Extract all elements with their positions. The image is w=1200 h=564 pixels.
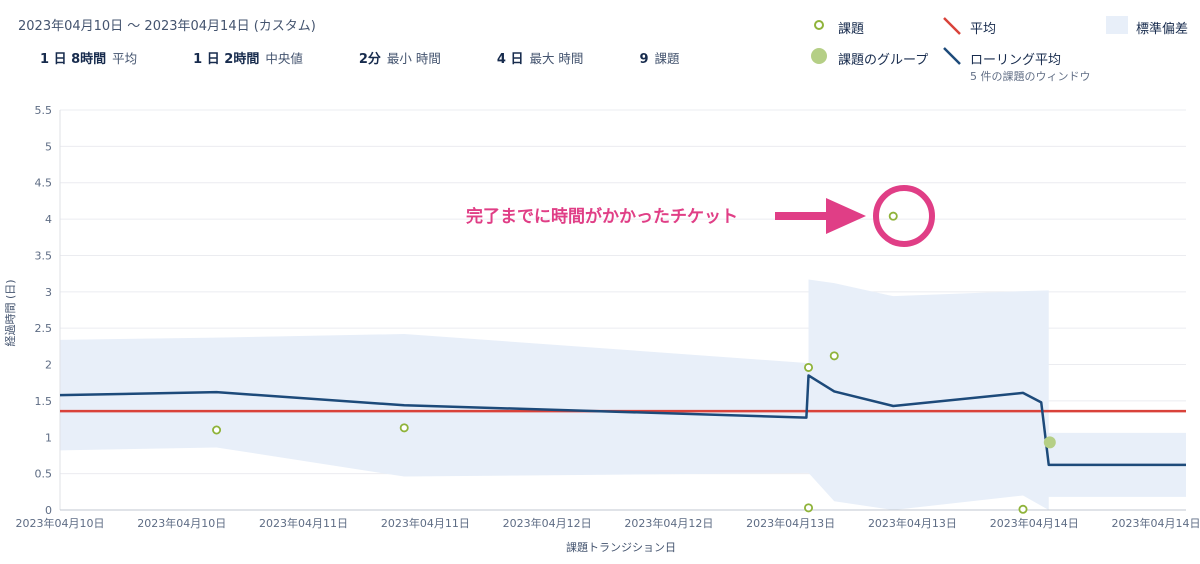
- annotation-arrow: [775, 198, 866, 234]
- legend-group-label: 課題のグループ: [838, 53, 929, 68]
- issue-point: [399, 423, 409, 433]
- stat-min: 2分 最小 時間: [359, 48, 441, 67]
- summary-stats: 1 日 8時間 平均 1 日 2時間 中央値 2分 最小 時間 4 日 最大 時…: [40, 48, 736, 67]
- stat-value: 1 日 2時間: [193, 52, 260, 67]
- y-tick-label: 0.5: [35, 468, 53, 481]
- legend-average-label: 平均: [970, 22, 997, 37]
- stat-count: 9 課題: [639, 48, 679, 67]
- y-tick-label: 4: [45, 213, 52, 226]
- plot-area: 0 0.5 1 1.5 2 2.5 3 3.5 4 4.5 5 5.5 2023年04月10日 2023年…: [16, 104, 1200, 530]
- legend-rolling-window: 5 件の課題のウィンドウ: [970, 70, 1091, 83]
- legend-rolling-icon: [943, 47, 961, 65]
- x-tick-label: 2023年04月11日: [381, 516, 470, 530]
- y-axis-title: 経過時間 (日): [4, 279, 17, 346]
- y-tick-label: 1: [45, 431, 52, 444]
- stat-value: 4 日: [496, 52, 524, 67]
- stat-label: 最大 時間: [529, 51, 584, 66]
- y-tick-label: 3.5: [35, 249, 53, 262]
- stat-max: 4 日 最大 時間: [497, 48, 584, 67]
- annotation-circle: [873, 185, 935, 247]
- y-tick-label: 1.5: [35, 395, 53, 408]
- legend-std-dev-label: 標準偏差: [1136, 22, 1189, 37]
- stat-label: 課題: [654, 51, 680, 66]
- stat-average: 1 日 8時間 平均: [40, 48, 137, 67]
- issue-point: [1018, 504, 1028, 514]
- x-tick-label: 2023年04月13日: [868, 516, 957, 530]
- y-tick-label: 2: [45, 359, 52, 372]
- x-tick-label: 2023年04月14日: [990, 516, 1079, 530]
- legend-issue-label: 課題: [838, 22, 865, 37]
- issue-point: [804, 362, 814, 372]
- legend-rolling-label: ローリング平均: [970, 53, 1062, 68]
- issue-point: [888, 211, 898, 221]
- legend-std-dev-swatch: [1106, 16, 1128, 34]
- legend-group-icon: [811, 48, 827, 64]
- legend-average-icon: [943, 17, 961, 35]
- stat-label: 最小 時間: [386, 51, 441, 66]
- stat-median: 1 日 2時間 中央値: [193, 48, 303, 67]
- annotation-text: 完了までに時間がかかったチケット: [466, 206, 738, 227]
- y-tick-label: 5: [45, 140, 52, 153]
- rolling-average-line: [59, 374, 1186, 467]
- x-tick-label: 2023年04月12日: [503, 516, 592, 530]
- y-tick-label: 0: [45, 504, 52, 517]
- issue-point: [212, 425, 222, 435]
- date-range: 2023年04月10日 ～ 2023年04月14日 (カスタム): [18, 19, 316, 34]
- y-tick-label: 4.5: [35, 177, 53, 190]
- issue-point: [829, 351, 839, 361]
- issue-point: [804, 503, 814, 513]
- stat-value: 2分: [358, 52, 381, 67]
- x-tick-label: 2023年04月13日: [746, 516, 835, 530]
- x-tick-label: 2023年04月10日: [16, 516, 105, 530]
- x-tick-label: 2023年04月11日: [259, 516, 348, 530]
- x-axis-title: 課題トランジション日: [566, 540, 676, 554]
- stat-label: 中央値: [265, 51, 303, 66]
- x-tick-label: 2023年04月12日: [624, 516, 713, 530]
- stat-value: 9: [639, 52, 649, 67]
- stat-label: 平均: [112, 51, 138, 66]
- x-tick-label: 2023年04月10日: [137, 516, 226, 530]
- y-tick-label: 5.5: [35, 104, 53, 117]
- legend-issue-icon: [814, 20, 824, 30]
- y-tick-label: 2.5: [35, 322, 53, 335]
- y-tick-label: 3: [45, 286, 52, 299]
- x-tick-label: 2023年04月14日: [1112, 516, 1200, 530]
- stat-value: 1 日 8時間: [40, 52, 107, 67]
- std-dev-band: [60, 279, 1186, 510]
- issue-group-point: [1043, 436, 1056, 449]
